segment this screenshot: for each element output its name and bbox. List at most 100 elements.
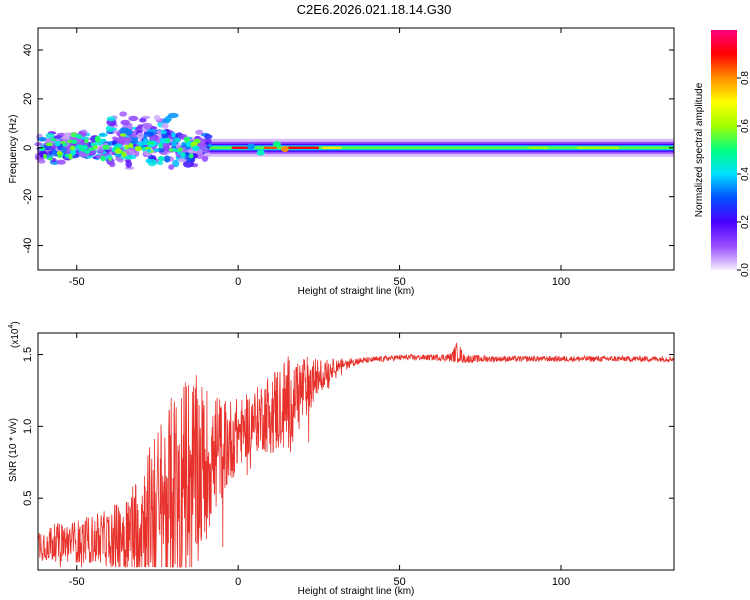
spectral-blob <box>100 155 106 162</box>
snr-panel: -50 0 50 100 0.5 1.0 1.5 Height of straight l… <box>8 321 675 597</box>
spectral-blob <box>158 155 165 162</box>
snr-x-ticks: -50 0 50 100 <box>69 333 570 588</box>
spectral-blob <box>128 115 139 122</box>
spectral-blob <box>204 134 213 140</box>
spectral-blob <box>98 132 108 138</box>
snr-scale-suffix: ) <box>10 321 21 324</box>
spectral-blob <box>117 158 124 163</box>
spectral-blob <box>153 114 161 121</box>
svg-text:(x104): (x104) <box>8 321 21 348</box>
x-tick-label: 50 <box>393 576 405 588</box>
spectral-blob <box>62 143 68 147</box>
spectral-blob <box>189 153 194 159</box>
colorbar-tick-label: 0.6 <box>740 119 750 133</box>
spectral-blob <box>160 130 168 135</box>
snr-series-line <box>37 342 675 568</box>
spectral-blob <box>161 123 169 129</box>
spectral-blob <box>88 147 95 151</box>
spectral-blob <box>256 149 265 156</box>
spectrogram-x-ticks: -50 0 50 100 <box>69 28 570 288</box>
spectral-hot-segment <box>322 146 342 149</box>
snr-frame <box>37 332 675 571</box>
spectral-blob <box>114 148 122 155</box>
spectral-blob <box>60 140 66 145</box>
colorbar-tick-label: 0.8 <box>740 71 750 85</box>
spectral-blob <box>147 144 155 148</box>
spectral-blob <box>136 141 146 146</box>
spectral-blob <box>99 138 107 143</box>
snr-y-ticks: 0.5 1.0 1.5 <box>22 347 674 506</box>
spectral-blob <box>60 135 70 141</box>
snr-x-label: Height of straight line (km) <box>298 586 415 597</box>
y-tick-label: 0.5 <box>22 491 34 506</box>
y-tick-label: 1.0 <box>22 419 34 434</box>
colorbar: 0.0 0.2 0.4 0.6 0.8 Normalized spectral ampl… <box>694 30 750 277</box>
figure-title: C2E6.2026.021.18.14.G30 <box>297 2 452 17</box>
spectrogram-frame <box>37 27 675 271</box>
x-tick-label: 100 <box>552 276 570 288</box>
y-tick-label: -20 <box>22 189 34 205</box>
spectral-blob <box>34 142 43 147</box>
spectral-blob <box>158 142 163 149</box>
spectral-blob <box>272 141 281 148</box>
spectral-blob <box>106 116 116 122</box>
spectral-blob <box>94 137 101 143</box>
spectral-blob <box>168 164 175 170</box>
spectral-blob <box>163 137 169 144</box>
spectral-blob <box>112 136 118 141</box>
spectral-hot-segment <box>577 146 620 149</box>
spectral-blob <box>182 160 194 168</box>
spectral-blob <box>102 144 110 150</box>
spectral-blob <box>133 150 140 157</box>
y-tick-label: 40 <box>22 44 34 56</box>
spectral-blob <box>45 142 54 147</box>
snr-background <box>38 333 674 570</box>
snr-scale-exponent: 4 <box>8 325 15 329</box>
spectral-blob <box>37 136 48 142</box>
spectral-blob <box>61 147 67 153</box>
spectral-hot-segment <box>286 146 319 149</box>
colorbar-tick-label: 0.0 <box>740 263 750 277</box>
spectral-blob <box>177 158 187 163</box>
y-tick-label: 1.5 <box>22 347 34 362</box>
spectral-blob <box>171 132 176 138</box>
spectrogram-panel: -50 0 50 100 -40 -20 0 20 40 Height of straight… <box>8 27 675 297</box>
spectrogram-image <box>34 111 674 170</box>
spectral-hot-segment <box>263 146 277 149</box>
snr-y-label: SNR (10 * v/v) <box>8 418 19 482</box>
spectral-blob <box>183 136 190 143</box>
spectral-blob <box>195 129 204 135</box>
spectral-blob <box>90 142 96 147</box>
spectral-blob <box>145 158 152 163</box>
spectral-blob <box>124 144 129 150</box>
colorbar-gradient <box>711 30 737 270</box>
spectral-blob <box>45 132 55 139</box>
spectral-blob <box>48 157 53 161</box>
x-tick-label: 50 <box>393 276 405 288</box>
spectral-blob <box>139 117 147 123</box>
y-tick-label: 20 <box>22 93 34 105</box>
spectral-blob <box>202 152 212 157</box>
spectral-blob <box>97 149 104 154</box>
spectral-blob <box>119 133 127 137</box>
x-tick-label: -50 <box>69 276 85 288</box>
spectral-blob <box>190 141 198 147</box>
x-tick-label: 0 <box>235 576 241 588</box>
x-tick-label: 100 <box>552 576 570 588</box>
spectrogram-y-label: Frequency (Hz) <box>8 115 19 184</box>
x-tick-label: -50 <box>69 576 85 588</box>
spectral-blob <box>56 159 66 165</box>
spectral-blob <box>156 160 164 166</box>
spectral-blob <box>70 139 78 144</box>
spectral-blob <box>136 132 144 140</box>
spectral-blob <box>63 132 72 137</box>
spectral-blob <box>173 137 181 143</box>
spectral-blob <box>75 134 83 139</box>
spectral-blob <box>197 153 204 159</box>
spectral-blob <box>50 138 57 142</box>
spectral-hot-segment <box>231 146 248 149</box>
spectral-blob <box>69 145 76 151</box>
spectral-blob <box>128 143 134 149</box>
spectral-blob <box>163 155 171 163</box>
